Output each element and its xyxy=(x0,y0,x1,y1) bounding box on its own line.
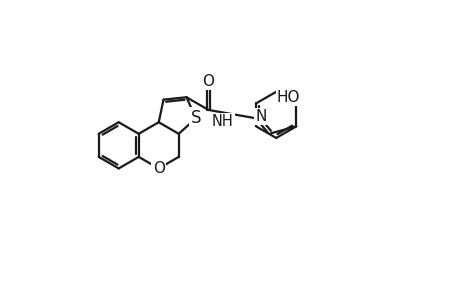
Text: N: N xyxy=(255,109,266,124)
Text: O: O xyxy=(152,161,164,176)
Text: O: O xyxy=(202,74,214,89)
Text: S: S xyxy=(190,109,201,127)
Text: NH: NH xyxy=(211,114,233,129)
Text: HO: HO xyxy=(276,90,300,105)
